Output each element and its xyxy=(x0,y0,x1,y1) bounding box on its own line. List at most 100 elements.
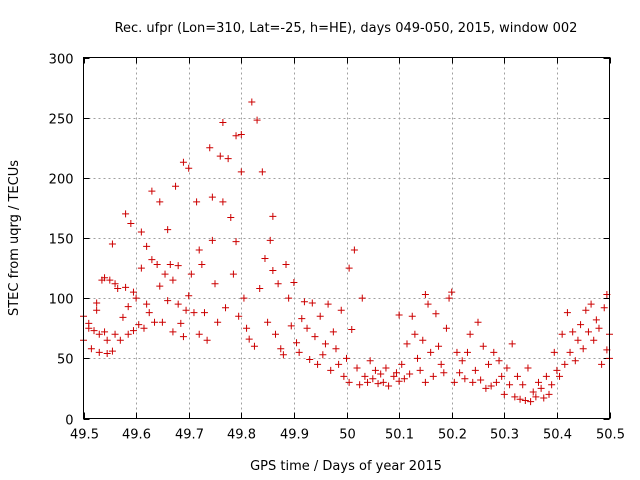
x-tick-label: 49.8 xyxy=(227,428,256,443)
data-point xyxy=(143,242,151,250)
data-point xyxy=(398,360,406,368)
data-point xyxy=(116,336,124,344)
data-point xyxy=(592,316,600,324)
y-tick-label: 50 xyxy=(57,353,74,368)
data-point xyxy=(364,378,372,386)
data-point xyxy=(421,291,429,299)
data-point xyxy=(316,312,324,320)
data-point xyxy=(395,311,403,319)
x-tick-label: 50.1 xyxy=(385,428,414,443)
y-tick-label: 250 xyxy=(49,113,74,128)
data-point xyxy=(303,324,311,332)
data-point xyxy=(503,364,511,372)
data-point xyxy=(285,294,293,302)
data-point xyxy=(261,254,269,262)
data-point xyxy=(450,378,458,386)
data-point xyxy=(248,98,256,106)
data-point xyxy=(327,366,335,374)
x-tick-label: 49.6 xyxy=(122,428,151,443)
data-point xyxy=(550,348,558,356)
data-point xyxy=(119,313,127,321)
data-point xyxy=(156,282,164,290)
data-point xyxy=(101,328,109,336)
data-point xyxy=(566,348,574,356)
data-point xyxy=(290,279,298,287)
data-point xyxy=(135,321,143,329)
data-point xyxy=(164,297,172,305)
x-tick-label: 49.9 xyxy=(280,428,309,443)
data-point xyxy=(166,260,174,268)
y-tick-label: 0 xyxy=(65,414,73,429)
data-point xyxy=(108,240,116,248)
data-point xyxy=(537,384,545,392)
data-point xyxy=(366,357,374,365)
data-point xyxy=(232,238,240,246)
data-point xyxy=(319,351,327,359)
data-point xyxy=(250,342,258,350)
data-point xyxy=(308,299,316,307)
data-point xyxy=(371,366,379,374)
data-point xyxy=(414,354,422,362)
data-point xyxy=(311,333,319,341)
data-point xyxy=(406,370,414,378)
data-point xyxy=(298,315,306,323)
data-point xyxy=(524,364,532,372)
data-point xyxy=(403,340,411,348)
data-point xyxy=(579,345,587,353)
data-point xyxy=(587,300,595,308)
data-point xyxy=(229,270,237,278)
data-point xyxy=(129,288,137,296)
data-point xyxy=(235,312,243,320)
data-point xyxy=(598,360,606,368)
data-point xyxy=(122,210,130,218)
data-point xyxy=(340,372,348,380)
axis-ticks: 49.5 49.6 49.7 49.8 49.9 50 50.1 50.2 50.3 50.4 50… xyxy=(49,53,625,443)
data-point xyxy=(151,318,159,326)
data-point xyxy=(582,306,590,314)
x-tick-label: 50.3 xyxy=(490,428,519,443)
data-point xyxy=(416,366,424,374)
data-point xyxy=(140,324,148,332)
data-point xyxy=(237,168,245,176)
data-point xyxy=(240,294,248,302)
data-point xyxy=(353,364,361,372)
data-point xyxy=(382,364,390,372)
x-tick-label: 50 xyxy=(339,428,356,443)
data-point xyxy=(169,328,177,336)
data-point xyxy=(164,226,172,234)
data-point xyxy=(306,356,314,364)
data-point xyxy=(553,366,561,374)
data-point xyxy=(445,294,453,302)
data-point xyxy=(245,335,253,343)
x-tick-label: 49.5 xyxy=(70,428,99,443)
data-point xyxy=(148,187,156,195)
data-point xyxy=(343,354,350,362)
data-point xyxy=(511,393,519,401)
data-point xyxy=(529,388,537,396)
data-point xyxy=(461,375,469,383)
y-tick-label: 200 xyxy=(49,173,74,188)
data-point xyxy=(350,246,358,254)
data-point xyxy=(266,236,274,244)
data-point xyxy=(556,372,564,380)
grid xyxy=(83,57,610,419)
data-point xyxy=(577,321,585,329)
x-tick-label: 50.2 xyxy=(438,428,467,443)
data-point xyxy=(103,336,111,344)
data-point xyxy=(474,318,482,326)
data-point xyxy=(187,270,195,278)
data-point xyxy=(111,280,119,288)
data-point xyxy=(148,256,156,264)
data-point xyxy=(477,376,485,384)
data-point xyxy=(122,283,130,291)
data-point xyxy=(571,357,579,365)
data-point xyxy=(348,325,356,333)
data-point xyxy=(411,330,419,338)
data-point xyxy=(129,327,137,335)
data-point xyxy=(271,330,279,338)
data-point xyxy=(232,132,240,140)
data-point xyxy=(563,309,571,317)
data-point xyxy=(392,369,400,377)
data-point xyxy=(548,381,556,389)
